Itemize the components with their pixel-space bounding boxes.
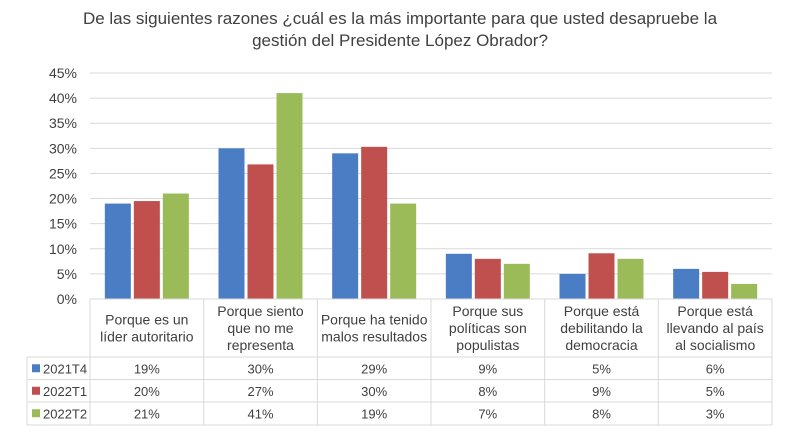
legend-key-2022T1: [32, 386, 40, 395]
data-label-2021T4-2: 30%: [247, 361, 273, 376]
legend-key-2022T2: [32, 409, 40, 418]
data-label-2021T4-3: 29%: [361, 361, 387, 376]
bar-2022T1-2: [247, 164, 274, 299]
bar-2022T2-3: [390, 203, 417, 299]
bar-2022T1-6: [702, 271, 729, 299]
category-label-5: debilitando la: [560, 320, 643, 336]
data-label-2021T4-6: 6%: [706, 361, 725, 376]
bar-2022T2-6: [731, 283, 758, 299]
data-label-2022T1-6: 5%: [706, 384, 725, 399]
legend-label-2021T4: 2021T4: [43, 361, 87, 376]
data-label-2022T2-2: 41%: [247, 406, 273, 421]
y-tick-label: 45%: [49, 65, 77, 81]
category-label-4: Porque sus: [452, 303, 523, 319]
data-label-2022T2-4: 7%: [478, 406, 497, 421]
data-label-2021T4-4: 9%: [478, 361, 497, 376]
legend-label-2022T1: 2022T1: [43, 384, 87, 399]
data-label-2022T1-1: 20%: [134, 384, 160, 399]
bar-2022T1-4: [474, 258, 501, 299]
data-label-2022T2-6: 3%: [706, 406, 725, 421]
data-label-2022T1-2: 27%: [247, 384, 273, 399]
chart-title-line-2: gestión del Presidente López Obrador?: [252, 31, 548, 50]
category-label-3: malos resultados: [321, 329, 427, 345]
y-tick-label: 40%: [49, 90, 77, 106]
y-tick-label: 30%: [49, 140, 77, 156]
bar-2021T4-6: [673, 268, 700, 299]
legend-label-2022T2: 2022T2: [43, 406, 87, 421]
data-label-2022T1-3: 30%: [361, 384, 387, 399]
category-label-3: Porque ha tenido: [321, 312, 428, 328]
y-tick-label: 0%: [57, 291, 77, 307]
bar-2021T4-2: [218, 148, 245, 299]
bar-2021T4-5: [559, 273, 586, 299]
category-label-4: populistas: [456, 337, 519, 353]
category-label-2: Porque siento: [217, 303, 304, 319]
bar-2022T1-3: [361, 146, 388, 299]
bar-2022T2-5: [617, 258, 644, 299]
y-tick-label: 20%: [49, 191, 77, 207]
category-label-5: democracia: [565, 337, 638, 353]
data-label-2022T1-5: 9%: [592, 384, 611, 399]
category-label-6: llevando al país: [667, 320, 764, 336]
category-label-1: Porque es un: [105, 312, 188, 328]
y-tick-label: 15%: [49, 216, 77, 232]
chart-title: De las siguientes razones ¿cuál es la má…: [60, 8, 740, 52]
bar-2022T2-2: [276, 93, 303, 299]
bar-2021T4-4: [445, 253, 472, 299]
legend-key-2021T4: [32, 364, 40, 373]
bar-2022T2-4: [503, 263, 530, 299]
data-label-2022T2-1: 21%: [134, 406, 160, 421]
category-label-6: al socialismo: [675, 337, 755, 353]
bar-2022T2-1: [162, 193, 189, 299]
data-label-2021T4-5: 5%: [592, 361, 611, 376]
category-label-2: representa: [227, 337, 294, 353]
chart-title-line-1: De las siguientes razones ¿cuál es la má…: [82, 9, 718, 28]
data-label-2022T2-3: 19%: [361, 406, 387, 421]
y-tick-label: 10%: [49, 241, 77, 257]
bar-2022T1-1: [133, 201, 160, 299]
category-label-1: líder autoritario: [100, 329, 194, 345]
data-label-2022T2-5: 8%: [592, 406, 611, 421]
y-tick-label: 25%: [49, 165, 77, 181]
category-label-6: Porque está: [677, 303, 753, 319]
bar-2021T4-1: [104, 203, 131, 299]
category-label-5: Porque está: [564, 303, 640, 319]
category-label-4: políticas son: [449, 320, 527, 336]
bar-2021T4-3: [332, 153, 359, 299]
data-label-2021T4-1: 19%: [134, 361, 160, 376]
bar-2022T1-5: [588, 253, 615, 299]
y-tick-label: 5%: [57, 266, 77, 282]
y-tick-label: 35%: [49, 115, 77, 131]
data-label-2022T1-4: 8%: [478, 384, 497, 399]
category-label-2: que no me: [227, 320, 293, 336]
